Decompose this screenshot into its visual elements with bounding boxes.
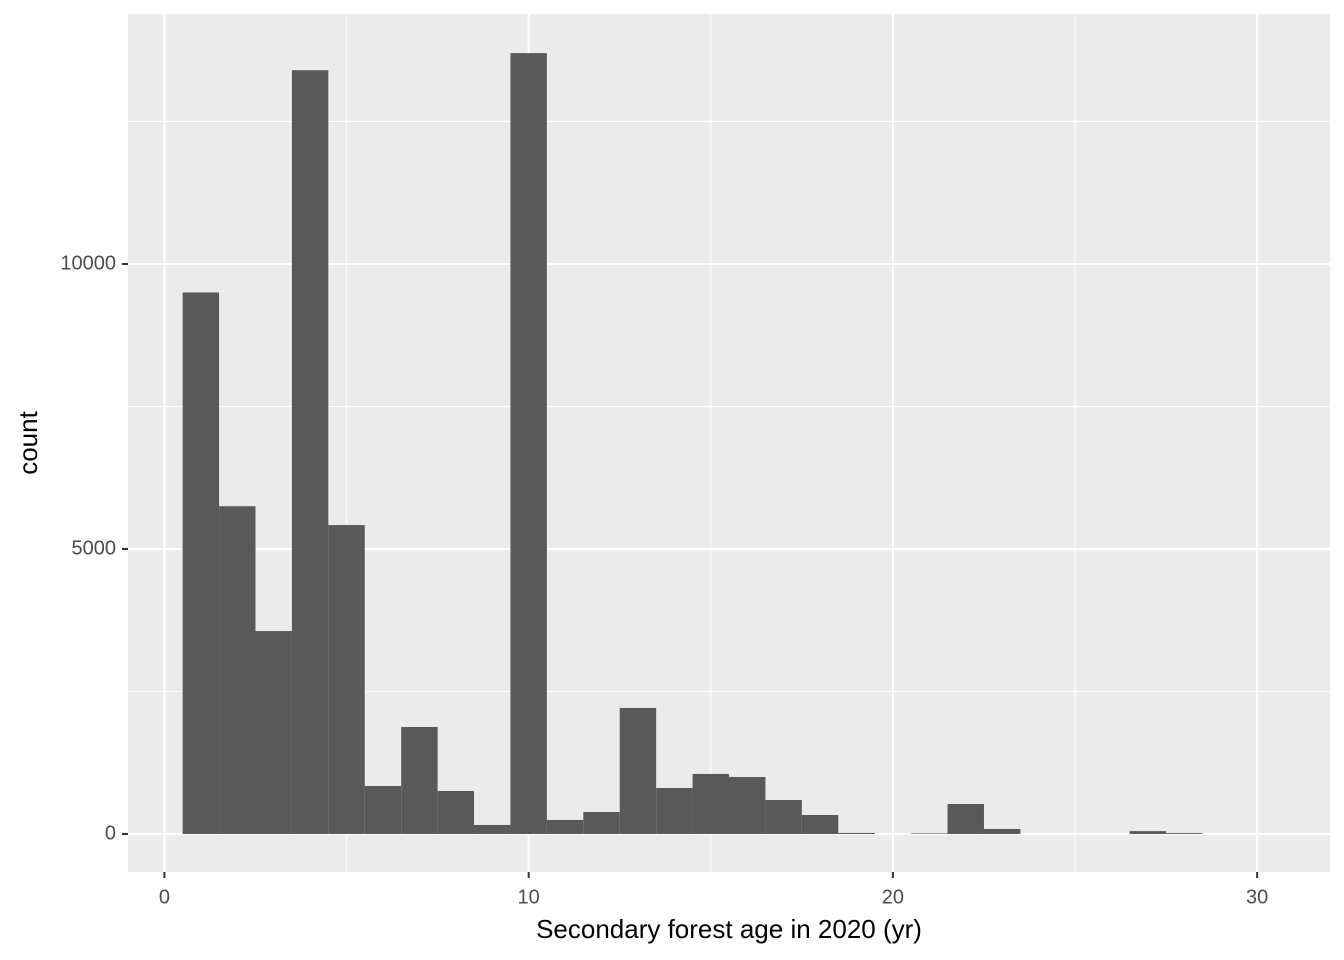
x-axis-title: Secondary forest age in 2020 (yr): [536, 914, 922, 944]
x-tick-label: 0: [159, 886, 170, 908]
bar: [474, 824, 511, 834]
bar: [983, 828, 1021, 834]
x-tick-label: 20: [882, 886, 904, 908]
x-tick-label: 30: [1246, 886, 1268, 908]
bar: [656, 787, 693, 834]
bar: [437, 791, 475, 834]
bar: [546, 819, 584, 834]
y-tick-label: 10000: [60, 252, 116, 274]
bar: [583, 811, 620, 834]
bar: [401, 726, 438, 834]
bar: [182, 292, 220, 834]
bar: [692, 773, 729, 834]
x-tick-label: 10: [518, 886, 540, 908]
bar: [510, 53, 547, 834]
bar: [838, 832, 875, 834]
bar: [619, 707, 657, 834]
bar: [291, 70, 329, 834]
bar: [219, 506, 256, 834]
bar: [947, 804, 984, 834]
y-tick-label: 0: [105, 822, 116, 844]
bar: [801, 815, 839, 834]
y-tick-label: 5000: [72, 537, 117, 559]
bar: [255, 631, 292, 834]
bar: [729, 776, 766, 834]
bar: [765, 800, 802, 834]
bar: [364, 785, 402, 834]
bar: [1129, 831, 1167, 834]
bar: [911, 833, 948, 834]
bar: [328, 525, 365, 834]
y-axis-title: count: [13, 410, 43, 474]
bar: [1166, 833, 1203, 834]
